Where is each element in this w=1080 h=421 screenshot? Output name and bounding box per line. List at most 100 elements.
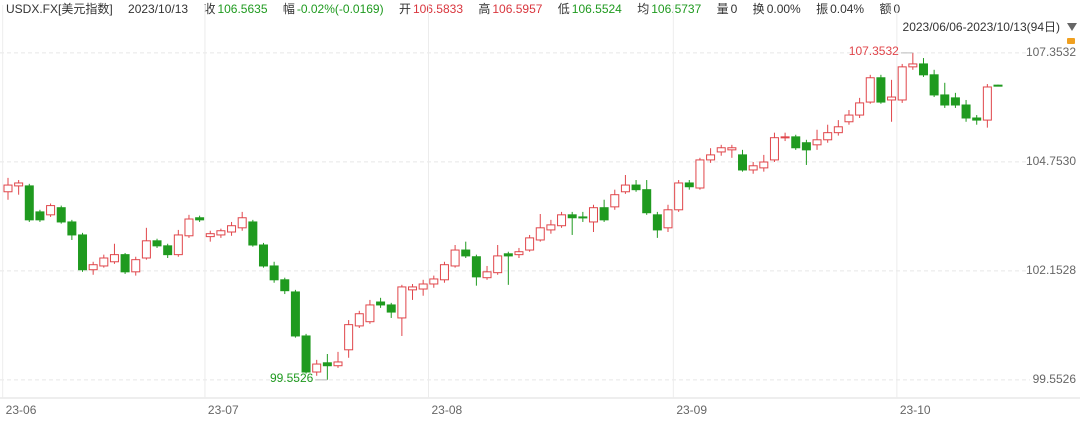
candle-body: [418, 283, 428, 290]
x-tick-label: 23-06: [6, 403, 37, 417]
candle-body: [727, 147, 737, 151]
candle-body: [248, 221, 258, 246]
candle-body: [663, 209, 673, 229]
candle-body: [503, 253, 513, 257]
y-tick-label: 107.3532: [1026, 45, 1076, 59]
date-range[interactable]: 2023/06/06-2023/10/13(94日): [902, 20, 1060, 34]
turnover-label: 换: [752, 2, 765, 16]
candle-body: [535, 227, 545, 241]
candle-body: [514, 251, 524, 256]
candle-body: [24, 185, 34, 221]
candle-body: [823, 132, 833, 141]
candle-body: [46, 205, 56, 216]
candle-body: [908, 63, 918, 68]
candle-body: [354, 313, 364, 327]
candle-body: [578, 216, 588, 219]
candle-body: [642, 189, 652, 214]
candle-body: [290, 291, 300, 337]
avg-value: 106.5737: [651, 2, 702, 16]
x-tick-label: 23-10: [900, 403, 931, 417]
candle-body: [109, 254, 119, 263]
candle-body: [525, 237, 535, 251]
x-tick-label: 23-09: [676, 403, 707, 417]
candle-body: [769, 137, 779, 161]
candle-body: [312, 363, 322, 373]
candle-body: [397, 286, 407, 319]
open-label: 开: [398, 2, 411, 16]
candle-body: [812, 139, 822, 146]
candle-body: [695, 159, 705, 189]
candle-body: [67, 221, 77, 236]
candle-body: [620, 184, 630, 193]
symbol: USDX.FX[美元指数]: [6, 2, 113, 16]
turnover-value: 0.00%: [766, 2, 801, 16]
candle-body: [940, 94, 950, 106]
candle-body: [918, 63, 928, 76]
candle-body: [14, 182, 24, 187]
candle-body: [205, 233, 215, 238]
amp-value: 0.04%: [830, 2, 865, 16]
range-dropdown[interactable]: [1067, 23, 1077, 31]
quote-header: USDX.FX[美元指数] 2023/10/13 收 106.5635 幅 -0.0…: [6, 1, 902, 17]
change-value: -0.02%(-0.0169): [296, 2, 384, 16]
candle-body: [610, 194, 620, 208]
candle-body: [333, 361, 343, 367]
amount-label: 额: [879, 2, 892, 16]
candle-body: [365, 304, 375, 323]
amp-label: 振: [816, 2, 829, 16]
close-label: 收: [203, 2, 216, 16]
candle-body: [599, 207, 609, 221]
candle-body: [99, 257, 109, 267]
x-tick-label: 23-08: [431, 403, 462, 417]
lock-icon[interactable]: [1067, 38, 1075, 44]
candle-body: [237, 217, 247, 229]
candle-body: [897, 66, 907, 101]
candle-body: [450, 249, 460, 267]
candle-body: [982, 86, 992, 121]
high-value: 106.5957: [492, 2, 543, 16]
candle-body: [557, 214, 567, 227]
y-tick-label: 102.1528: [1026, 263, 1076, 277]
min-annotation: 99.5526: [270, 371, 314, 385]
candle-body: [929, 74, 939, 96]
candle-body: [716, 147, 726, 153]
candle-body: [173, 234, 183, 256]
candle-body: [993, 84, 1003, 87]
avg-label: 均: [637, 2, 650, 16]
candle-body: [461, 249, 471, 257]
candle-body: [258, 244, 268, 267]
change-label: 幅: [282, 2, 295, 16]
candle-body: [429, 278, 439, 285]
candle-body: [833, 126, 843, 134]
candle-body: [652, 214, 662, 231]
candle-body: [163, 245, 173, 256]
candle-body: [322, 362, 332, 367]
candle-body: [35, 211, 45, 221]
candle-body: [344, 324, 354, 351]
candle-body: [56, 207, 66, 223]
candle-body: [791, 136, 801, 149]
candle-body: [3, 184, 13, 193]
candle-body: [78, 234, 88, 271]
vol-label: 量: [716, 2, 729, 16]
candle-body: [386, 304, 396, 313]
candle-body: [88, 264, 98, 271]
candle-body: [376, 301, 386, 306]
date: 2023/10/13: [128, 2, 189, 16]
candle-body: [631, 184, 641, 191]
y-tick-label: 99.5526: [1033, 372, 1077, 386]
candle-body: [780, 136, 790, 139]
candle-body: [801, 142, 811, 151]
candle-body: [950, 97, 960, 106]
candle-body: [408, 286, 418, 291]
candle-body: [706, 154, 716, 161]
vol-value: 0: [730, 2, 738, 16]
candle-body: [131, 259, 141, 273]
candle-body: [961, 104, 971, 119]
candle-body: [482, 271, 492, 279]
candle-body: [876, 77, 886, 103]
candle-body: [471, 256, 481, 278]
y-tick-label: 104.7530: [1026, 154, 1076, 168]
candle-body: [184, 218, 194, 237]
